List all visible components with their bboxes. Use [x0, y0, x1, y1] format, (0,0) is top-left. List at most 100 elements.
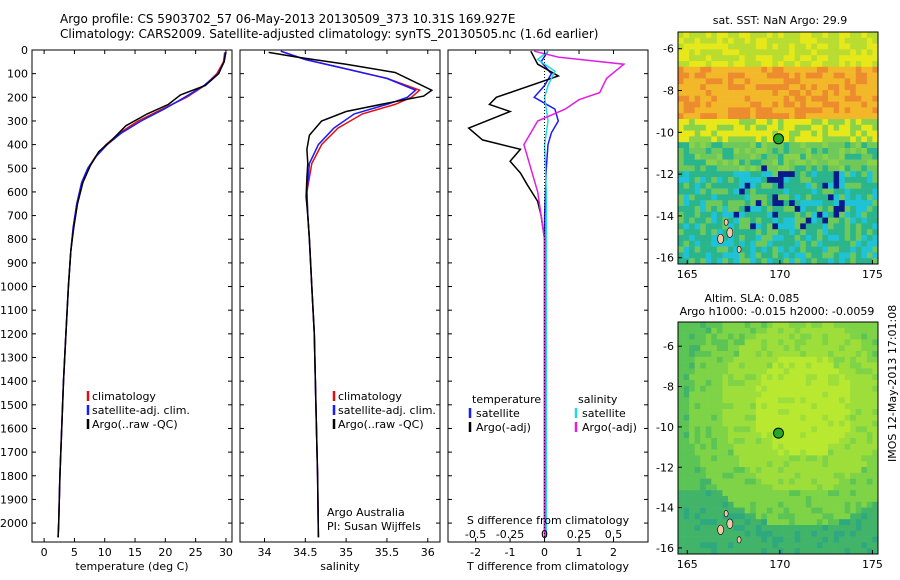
- temperature-legend-label: Argo(..raw -QC): [92, 418, 178, 431]
- sla-map-title: Altim. SLA: 0.085: [704, 292, 799, 305]
- difference-series-line: [523, 50, 626, 538]
- salinity-xlabel: salinity: [320, 560, 360, 573]
- difference-axes: [447, 49, 649, 543]
- sst-map-xtick-label: 165: [677, 268, 698, 281]
- salinity-xtick-label: 36: [421, 546, 435, 559]
- salinity-legend-label: satellite-adj. clim.: [338, 404, 436, 417]
- sst-map-xtick-label: 170: [769, 268, 790, 281]
- depth-tick-label: 0: [21, 44, 28, 57]
- depth-tick-label: 1400: [0, 375, 28, 388]
- temperature-xtick-label: 10: [98, 546, 112, 559]
- temperature-xtick-label: 25: [189, 546, 203, 559]
- difference-xtick-label: -1: [505, 546, 516, 559]
- temperature-xtick-label: 5: [71, 546, 78, 559]
- sla-map-subtitle: Argo h1000: -0.015 h2000: -0.0059: [680, 305, 875, 318]
- salinity-xtick-label: 34.5: [293, 546, 318, 559]
- sst-map-argo-marker: [773, 133, 784, 145]
- island-shape: [717, 524, 724, 535]
- island-shape: [736, 245, 742, 253]
- salinity-series-line: [280, 50, 422, 538]
- sla-map-ytick-label: -8: [663, 381, 674, 394]
- difference-top-tick-label: 0: [541, 528, 548, 541]
- depth-tick-label: 100: [7, 68, 28, 81]
- depth-tick-label: 900: [7, 257, 28, 270]
- difference-xtick-label: 0: [541, 546, 548, 559]
- depth-tick-label: 600: [7, 186, 28, 199]
- difference-legend-label: satellite: [476, 407, 520, 420]
- depth-tick-label: 700: [7, 210, 28, 223]
- temperature-series-line: [57, 52, 227, 538]
- difference-legend-label: temperature: [472, 393, 541, 406]
- temperature-series-line: [57, 52, 226, 538]
- sst-map-heatmap: [678, 32, 879, 265]
- sst-map-ytick-label: -6: [663, 43, 674, 56]
- salinity-xtick-label: 35.5: [375, 546, 400, 559]
- sla-map-ytick-label: -16: [656, 542, 674, 555]
- island-shape: [726, 518, 734, 529]
- difference-xtick-label: 2: [610, 546, 617, 559]
- depth-tick-label: 1700: [0, 446, 28, 459]
- temperature-xlabel: temperature (deg C): [75, 560, 188, 573]
- sst-map-title: sat. SST: NaN Argo: 29.9: [713, 14, 847, 27]
- salinity-axes: [239, 49, 441, 543]
- difference-xtick-label: 1: [576, 546, 583, 559]
- sla-map-xtick-label: 165: [677, 558, 698, 571]
- sst-map-ytick-label: -10: [656, 126, 674, 139]
- sst-map-ytick-label: -16: [656, 252, 674, 265]
- temperature-xtick-label: 0: [41, 546, 48, 559]
- island-shape: [736, 536, 742, 544]
- sla-map-ytick-label: -6: [663, 340, 674, 353]
- depth-tick-label: 400: [7, 139, 28, 152]
- credit-text: PI: Susan Wijffels: [327, 520, 421, 533]
- temperature-series-line: [57, 52, 227, 538]
- title-line-1: Argo profile: CS 5903702_57 06-May-2013 …: [60, 12, 516, 26]
- difference-legend-label: Argo(-adj): [582, 421, 637, 434]
- sla-map-ytick-label: -14: [656, 502, 674, 515]
- depth-tick-label: 1500: [0, 399, 28, 412]
- difference-top-xlabel: S difference from climatology: [467, 514, 630, 527]
- difference-legend-label: satellite: [582, 407, 626, 420]
- sst-map-ytick-label: -14: [656, 210, 674, 223]
- depth-tick-label: 1200: [0, 328, 28, 341]
- depth-tick-label: 2000: [0, 517, 28, 530]
- sla-map-argo-marker: [773, 427, 784, 439]
- depth-tick-label: 1000: [0, 281, 28, 294]
- difference-xlabel: T difference from climatology: [466, 560, 629, 573]
- temperature-legend-label: climatology: [92, 390, 156, 403]
- sst-map-ytick-label: -8: [663, 85, 674, 98]
- depth-tick-label: 500: [7, 162, 28, 175]
- depth-tick-label: 200: [7, 91, 28, 104]
- sla-map-heatmap: [678, 322, 879, 555]
- difference-top-tick-label: -0.5: [465, 528, 486, 541]
- island-shape: [726, 227, 734, 238]
- difference-legend-label: salinity: [578, 393, 618, 406]
- depth-tick-label: 1100: [0, 304, 28, 317]
- depth-tick-label: 1800: [0, 470, 28, 483]
- temperature-xtick-label: 15: [128, 546, 142, 559]
- temperature-xtick-label: 30: [219, 546, 233, 559]
- depth-tick-label: 1300: [0, 352, 28, 365]
- depth-tick-label: 1600: [0, 422, 28, 435]
- depth-tick-label: 800: [7, 233, 28, 246]
- temperature-xtick-label: 20: [158, 546, 172, 559]
- difference-series-line: [536, 50, 556, 538]
- salinity-xtick-label: 34: [257, 546, 271, 559]
- sla-map-ytick-label: -12: [656, 461, 674, 474]
- island-shape: [717, 233, 724, 245]
- salinity-legend-label: climatology: [338, 390, 402, 403]
- salinity-series-line: [268, 51, 434, 538]
- sla-map-xtick-label: 175: [862, 558, 883, 571]
- sla-map-ytick-label: -10: [656, 421, 674, 434]
- difference-top-tick-label: 0.5: [605, 528, 623, 541]
- island-shape: [723, 510, 729, 518]
- salinity-legend-label: Argo(..raw -QC): [338, 418, 424, 431]
- difference-xtick-label: -2: [470, 546, 481, 559]
- temperature-axes: [31, 49, 233, 543]
- depth-tick-label: 1900: [0, 493, 28, 506]
- sla-map-axes: [677, 321, 879, 555]
- credit-text: Argo Australia: [327, 506, 405, 519]
- island-shape: [723, 218, 729, 226]
- difference-legend-label: Argo(-adj): [476, 421, 531, 434]
- sst-map-ytick-label: -12: [656, 168, 674, 181]
